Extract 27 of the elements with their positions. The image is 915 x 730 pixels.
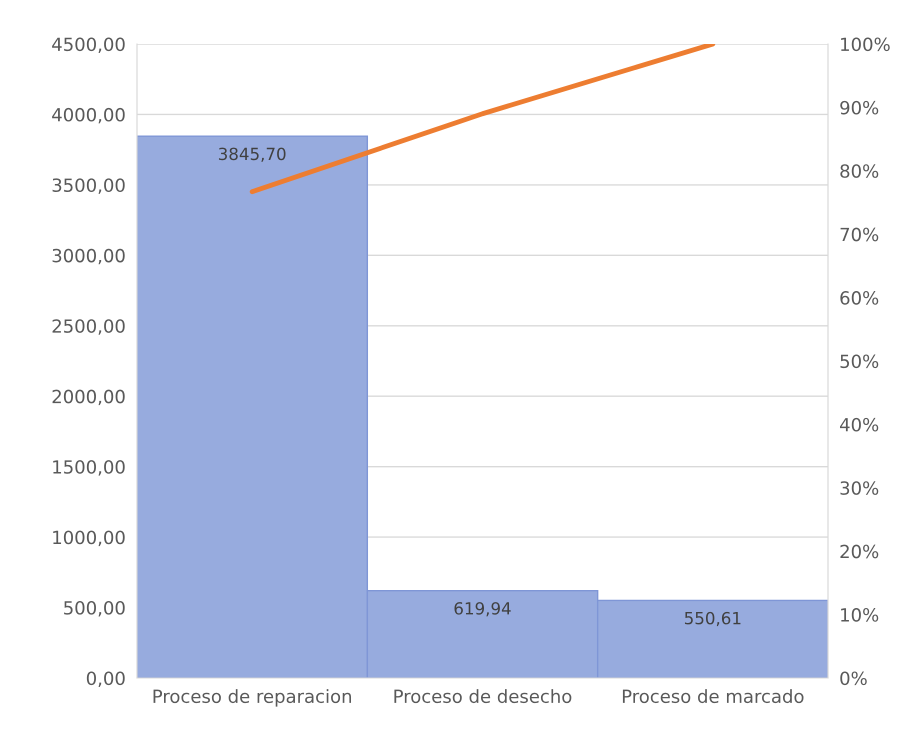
y2-tick-label: 40% xyxy=(840,418,878,432)
y2-tick-label: 10% xyxy=(841,608,878,622)
data-label: 550,61 xyxy=(684,612,740,626)
y2-tick-label: 0% xyxy=(840,671,867,686)
data-label: 619,94 xyxy=(454,602,511,616)
y-tick-label: 3500,00 xyxy=(52,178,125,194)
y-tick-label: 4500,00 xyxy=(52,37,125,53)
y2-tick-label: 30% xyxy=(840,481,878,495)
y-tick-label: 2000,00 xyxy=(52,390,125,406)
data-label: 3845,70 xyxy=(218,148,286,162)
x-tick-label: Proceso de desecho xyxy=(394,689,572,704)
y2-tick-label: 100% xyxy=(841,37,890,52)
y2-tick-label: 20% xyxy=(840,544,878,558)
y2-tick-label: 90% xyxy=(840,100,878,115)
x-tick-label: Proceso de marcado xyxy=(622,689,804,704)
y-tick-label: 1000,00 xyxy=(53,530,125,546)
y2-tick-label: 60% xyxy=(840,291,878,305)
y-tick-label: 500,00 xyxy=(64,601,125,617)
y-tick-label: 2500,00 xyxy=(52,319,125,335)
y-tick-label: 1500,00 xyxy=(53,460,125,476)
x-tick-label: Proceso de reparacion xyxy=(154,689,352,707)
y-tick-label: 3000,00 xyxy=(52,248,125,264)
y2-tick-label: 70% xyxy=(840,228,878,242)
y2-tick-label: 80% xyxy=(840,164,878,178)
y-tick-label: 4000,00 xyxy=(52,108,125,124)
y2-tick-label: 50% xyxy=(840,354,878,368)
y-tick-label: 0,00 xyxy=(86,671,125,687)
